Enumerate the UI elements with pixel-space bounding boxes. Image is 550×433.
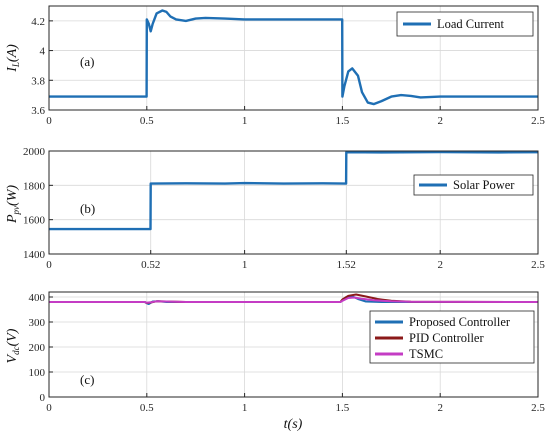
panel-c-tag: (c) xyxy=(80,372,94,387)
panel-c-ylabel-sub: dc xyxy=(11,346,21,355)
panel-c-legend-label-pid: PID Controller xyxy=(409,331,484,345)
panel-c-series xyxy=(49,293,539,305)
panel-a-ytick-label: 3.6 xyxy=(31,105,45,117)
panel-c-ylabel: Vdc(V) xyxy=(5,328,21,363)
panel-c-legend: Proposed Controller PID Controller TSMC xyxy=(369,310,535,364)
panel-a-series xyxy=(49,9,538,106)
panel-b-legend-label: Solar Power xyxy=(453,178,515,192)
panel-b-xtick-label: 1 xyxy=(242,259,248,271)
panel-c-frame xyxy=(48,291,539,398)
panel-a-xtick-label: 2 xyxy=(437,115,443,127)
panel-a-series-load-current xyxy=(49,9,538,106)
panel-c: 0 0.5 1 1.5 2 2.5 0 100 200 300 400 (c) Vdc(V) t(s… xyxy=(5,291,546,432)
panel-a-ytick-label: 4.2 xyxy=(31,16,45,28)
panel-c-ticks: 0 0.5 1 1.5 2 2.5 0 100 200 300 400 xyxy=(29,292,546,414)
panel-a-ylabel-unit: (A) xyxy=(5,44,20,62)
panel-a-frame xyxy=(48,5,539,111)
panel-c-ylabel-main: V xyxy=(5,353,20,363)
panel-a-ylabel: IL(A) xyxy=(5,44,21,73)
panel-c-ylabel-unit: (V) xyxy=(5,328,20,346)
panel-c-xtick-label: 0.5 xyxy=(140,402,154,414)
panel-a-ylabel-main: I xyxy=(5,66,20,73)
panel-a-ytick-label: 4 xyxy=(40,46,46,58)
panel-b: 0 0.52 1 1.52 2 2.5 1400 1600 1800 2000 (b) Ppv(W… xyxy=(5,146,545,271)
panel-c-xtick-label: 2.5 xyxy=(531,402,545,414)
panel-c-xtick-label: 1.5 xyxy=(336,402,350,414)
panel-a-xtick-label: 0 xyxy=(46,115,52,127)
panel-b-xtick-label: 1.52 xyxy=(337,259,356,271)
panel-b-frame xyxy=(48,150,539,255)
panel-b-series-solar-power xyxy=(49,150,539,231)
panel-b-tag: (b) xyxy=(80,201,95,216)
panel-c-ytick-label: 400 xyxy=(29,292,46,304)
panel-c-ytick-label: 200 xyxy=(29,342,46,354)
panel-c-xtick-label: 2 xyxy=(437,402,443,414)
panel-b-ytick-label: 2000 xyxy=(23,146,46,158)
panel-b-legend: Solar Power xyxy=(413,174,534,196)
panel-a-ytick-label: 3.8 xyxy=(31,75,45,87)
panel-a-xtick-label: 1 xyxy=(242,115,248,127)
panel-a-ticks: 0 0.5 1 1.5 2 2.5 3.6 3.8 4 4.2 xyxy=(31,16,545,127)
panel-b-legend-box xyxy=(413,174,534,196)
panel-b-grid xyxy=(48,150,539,255)
panel-a-legend: Load Current xyxy=(396,11,534,37)
panel-b-ytick-label: 1800 xyxy=(23,180,46,192)
panel-b-ylabel: Ppv(W) xyxy=(5,185,21,224)
panel-a-tag: (a) xyxy=(80,54,94,69)
panel-b-xtick-label: 0 xyxy=(46,259,52,271)
panel-b-ticks: 0 0.52 1 1.52 2 2.5 1400 1600 1800 2000 xyxy=(23,146,545,271)
panel-c-xlabel: t(s) xyxy=(284,417,303,432)
panel-b-ylabel-main: P xyxy=(5,214,20,224)
panel-b-series xyxy=(49,150,539,231)
panel-c-xtick-label: 1 xyxy=(242,402,248,414)
panel-c-ytick-label: 100 xyxy=(29,367,46,379)
panel-b-ylabel-sub: pv xyxy=(11,206,21,216)
panel-b-xtick-label: 2.5 xyxy=(531,259,545,271)
panel-b-xtick-label: 0.52 xyxy=(141,259,160,271)
panel-a-xtick-label: 0.5 xyxy=(140,115,154,127)
panel-a-xtick-label: 1.5 xyxy=(336,115,350,127)
panel-a: 0 0.5 1 1.5 2 2.5 3.6 3.8 4 4.2 (a) IL(A) Load Cu… xyxy=(5,5,545,127)
panel-a-xtick-label: 2.5 xyxy=(531,115,545,127)
panel-c-series-tsmc xyxy=(49,296,539,304)
panel-c-ytick-label: 300 xyxy=(29,317,46,329)
panel-a-ylabel-sub: L xyxy=(11,62,21,68)
panel-b-ylabel-unit: (W) xyxy=(5,185,20,206)
panel-b-ytick-label: 1600 xyxy=(23,215,46,227)
panel-c-ytick-label: 0 xyxy=(40,392,46,404)
panel-b-xtick-label: 2 xyxy=(437,259,443,271)
panel-c-legend-label-tsmc: TSMC xyxy=(409,347,443,361)
panel-a-legend-label: Load Current xyxy=(437,17,505,31)
panel-b-ytick-label: 1400 xyxy=(23,249,46,261)
panel-c-legend-label-proposed: Proposed Controller xyxy=(409,315,511,329)
panel-c-xtick-label: 0 xyxy=(46,402,52,414)
